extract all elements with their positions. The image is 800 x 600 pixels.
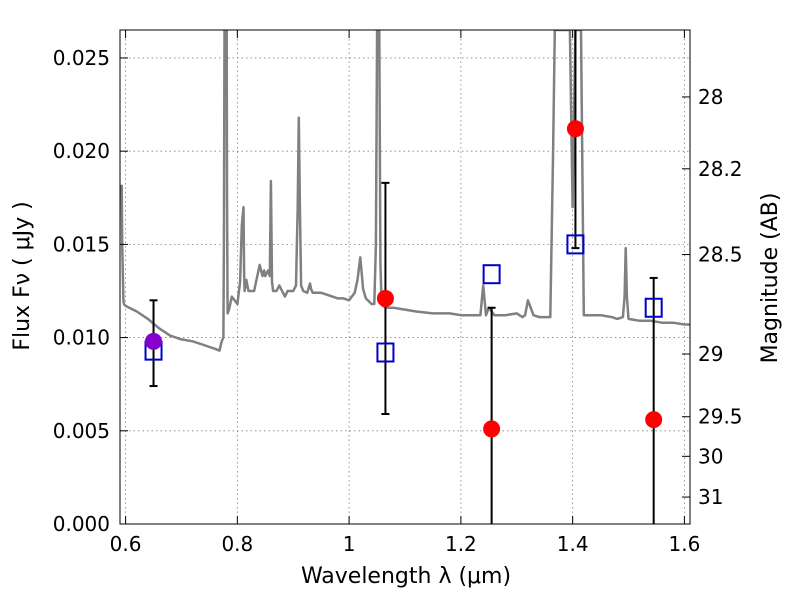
y2-tick-label: 29 <box>698 342 723 366</box>
plot-frame <box>119 29 691 525</box>
x-axis-label: Wavelength λ (μm) <box>301 564 511 589</box>
grid <box>120 30 690 525</box>
observed-photometry-point <box>483 420 501 438</box>
model-photometry-square <box>376 342 395 363</box>
ticks: 0.6 0.8 1 1.2 1.4 1.6 0.000 0.005 0.010 0.015 0.02… <box>53 30 743 556</box>
y2-tick-label: 28.2 <box>698 157 743 181</box>
x-tick-label: 1 <box>343 532 356 556</box>
y2-tick-label: 29.5 <box>698 405 743 429</box>
x-tick-label: 1.2 <box>445 532 477 556</box>
x-tick-label: 1.4 <box>557 532 589 556</box>
x-tick-label: 0.8 <box>221 532 253 556</box>
observed-photometry-layer <box>145 120 663 438</box>
errorbar-layer <box>149 30 658 524</box>
x-tick-label: 1.6 <box>669 532 701 556</box>
x-tick-label: 0.6 <box>110 532 142 556</box>
y-tick-label: 0.010 <box>53 326 110 350</box>
y2-tick-label: 31 <box>698 485 723 509</box>
model-spectrum-layer <box>120 30 690 352</box>
observed-photometry-point <box>566 120 584 138</box>
y-tick-label: 0.000 <box>53 512 110 536</box>
y-tick-label: 0.020 <box>53 139 110 163</box>
observed-photometry-point <box>376 289 394 307</box>
observed-photometry-point <box>145 332 163 350</box>
y2-tick-label: 30 <box>698 444 723 468</box>
model-photometry-square <box>482 264 501 285</box>
y2-axis-label: Magnitude (AB) <box>758 193 783 364</box>
y-axis-label: Flux Fν ( μJy ) <box>10 201 35 350</box>
y2-tick-label: 28 <box>698 85 723 109</box>
model-photometry-square <box>644 297 663 318</box>
model-photometry-layer <box>144 234 663 363</box>
y-tick-label: 0.025 <box>53 46 110 70</box>
y-tick-label: 0.005 <box>53 419 110 443</box>
model-photometry-square <box>566 234 585 255</box>
y-tick-label: 0.015 <box>53 232 110 256</box>
y2-tick-label: 28.5 <box>698 243 743 267</box>
observed-photometry-point <box>645 411 663 429</box>
model-spectrum-line <box>120 30 690 352</box>
